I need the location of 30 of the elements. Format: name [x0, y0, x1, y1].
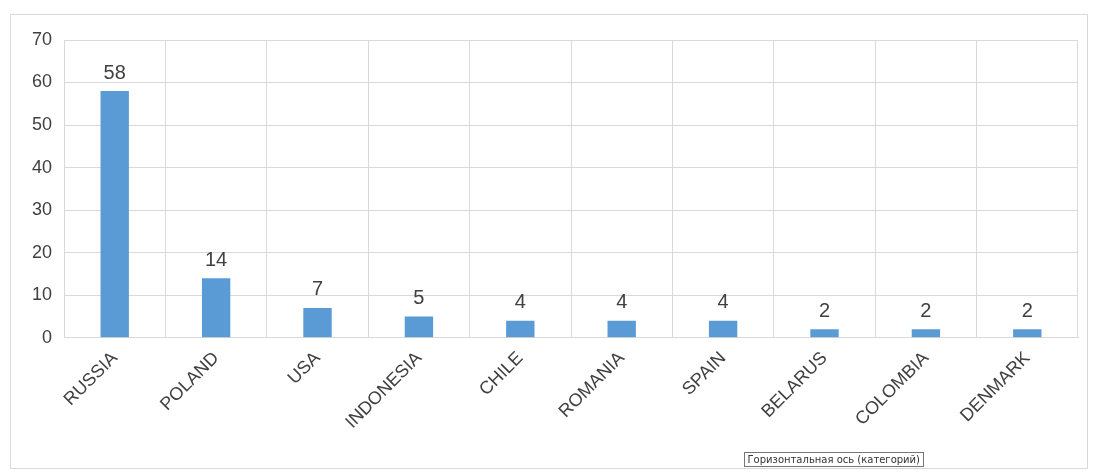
- bar: [303, 307, 332, 338]
- y-tick-label: 50: [31, 114, 53, 135]
- y-tick-label: 30: [31, 199, 53, 220]
- data-label: 14: [204, 247, 228, 270]
- y-tick-label: 70: [31, 28, 53, 49]
- data-label: 58: [103, 60, 126, 83]
- bar: [1013, 329, 1042, 338]
- data-label: 4: [514, 290, 526, 313]
- y-tick-label: 0: [42, 326, 53, 347]
- y-tick-label: 10: [31, 284, 53, 305]
- data-label: 4: [616, 290, 628, 313]
- data-label: 4: [717, 290, 729, 313]
- bar: [708, 320, 738, 338]
- data-label: 5: [413, 285, 425, 308]
- bar: [404, 316, 434, 338]
- bar: [911, 329, 941, 338]
- bar: [810, 329, 839, 338]
- bar: [607, 320, 636, 338]
- text: Горизонтальная ось (категорий): [743, 452, 924, 467]
- data-label: 2: [818, 298, 831, 321]
- x-tick-label: USA: [283, 347, 324, 388]
- bar: [506, 320, 535, 338]
- bar: [201, 278, 231, 338]
- data-label: 2: [920, 298, 932, 321]
- bar: [100, 91, 129, 338]
- y-tick-label: 40: [31, 156, 53, 177]
- data-label: 7: [311, 277, 324, 300]
- y-tick-label: 20: [31, 241, 53, 262]
- data-label: 2: [1021, 298, 1033, 321]
- y-tick-label: 60: [31, 71, 53, 92]
